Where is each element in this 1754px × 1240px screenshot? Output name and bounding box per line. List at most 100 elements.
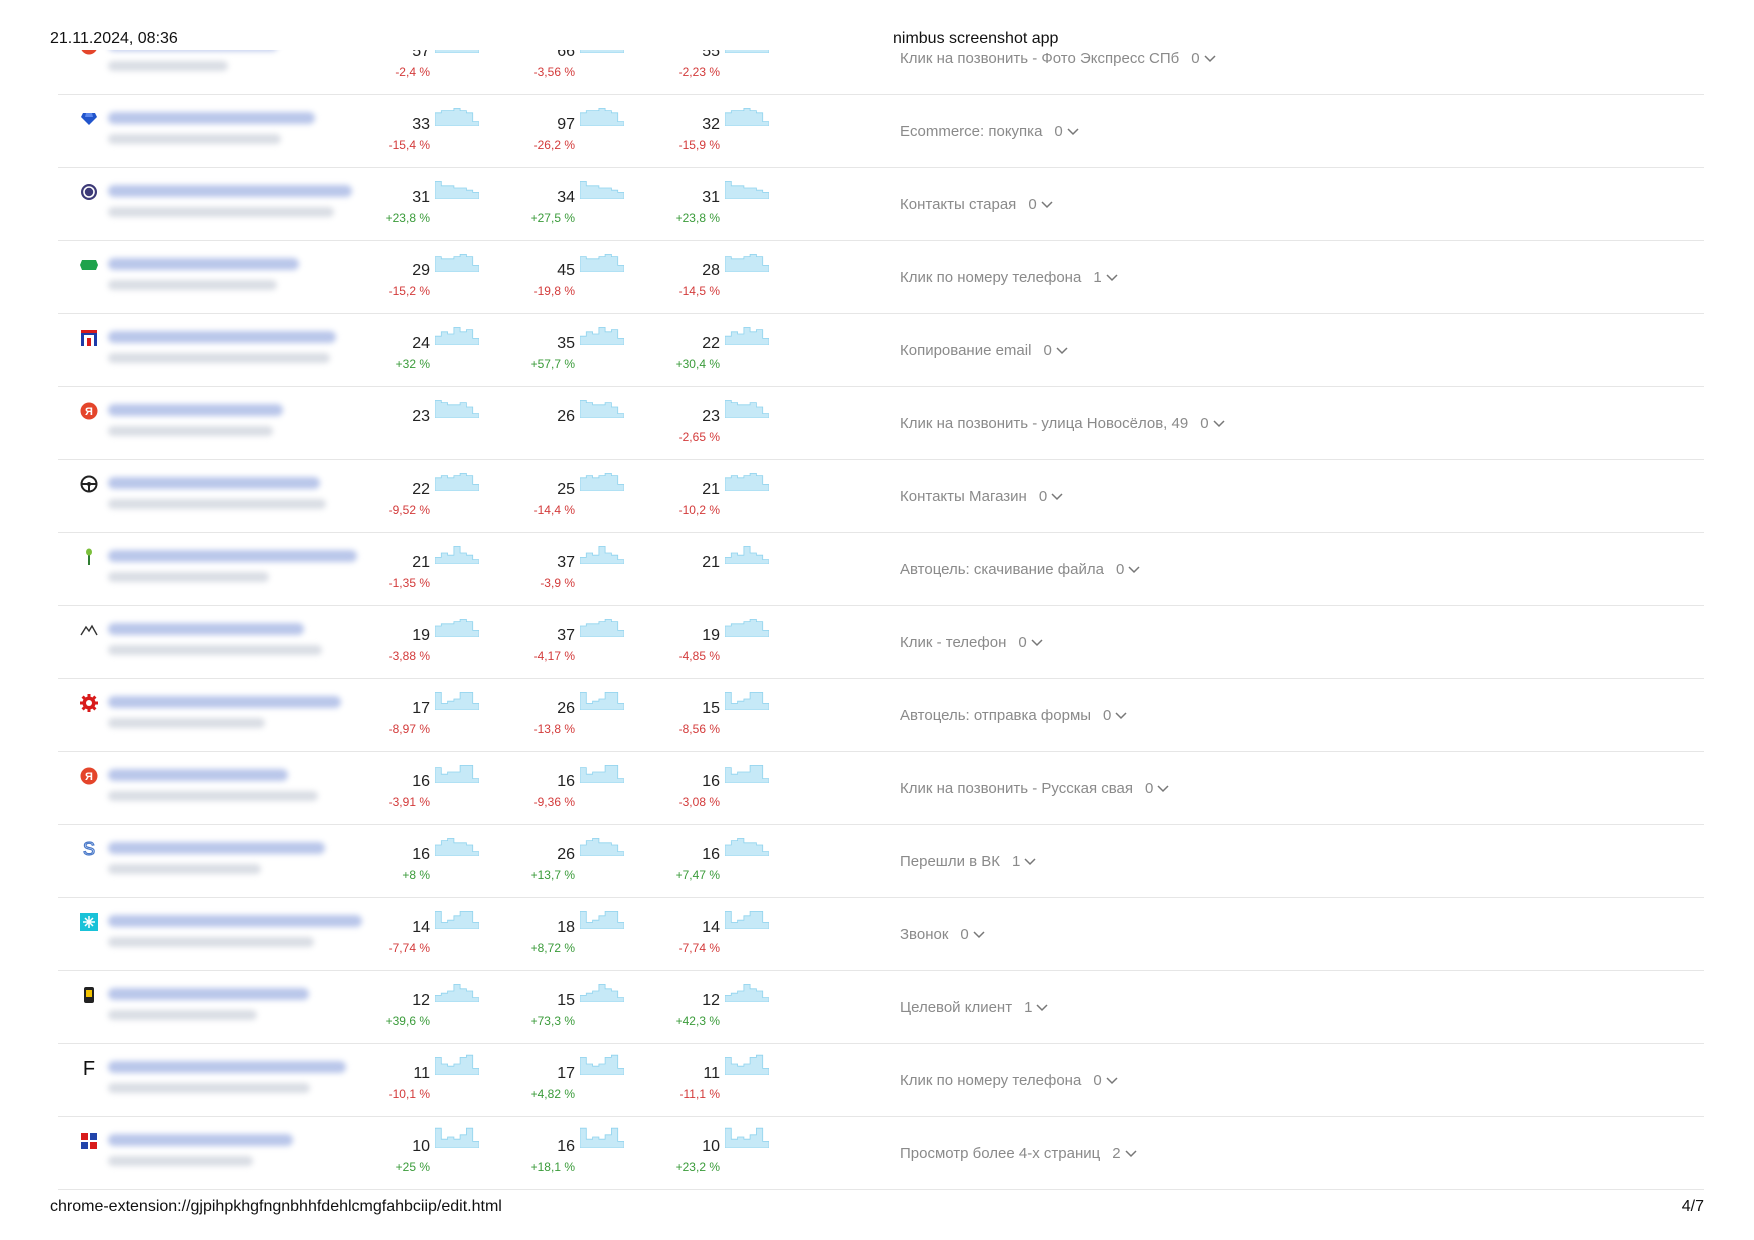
- metric-3: 55 -2,23 %: [620, 50, 780, 94]
- sparkline: [435, 765, 479, 783]
- metric-value: 37: [557, 554, 575, 571]
- metric-3: 28 -14,5 %: [620, 240, 780, 313]
- metric-delta: -14,5 %: [678, 284, 720, 298]
- site-name-redacted[interactable]: [108, 250, 398, 306]
- sparkline: [725, 619, 769, 637]
- metric-delta: +4,82 %: [530, 1087, 575, 1101]
- table-row[interactable]: 24 +32 % 35 +57,7 % 22 +30,4 % Копирован…: [58, 313, 1704, 387]
- site-name-redacted[interactable]: [108, 834, 398, 890]
- metric-3: 11 -11,1 %: [620, 1043, 780, 1116]
- goal-selector[interactable]: Просмотр более 4-х страниц 2: [900, 1145, 1137, 1162]
- goal-selector[interactable]: Перешли в ВК 1: [900, 853, 1036, 870]
- table-row[interactable]: 29 -15,2 % 45 -19,8 % 28 -14,5 % Клик по…: [58, 240, 1704, 314]
- metric-1: 29 -15,2 %: [330, 240, 490, 313]
- table-row[interactable]: 33 -15,4 % 97 -26,2 % 32 -15,9 % Ecommer…: [58, 94, 1704, 168]
- goal-selector[interactable]: Клик на позвонить - улица Новосёлов, 49 …: [900, 415, 1225, 432]
- sparkline: [580, 911, 624, 929]
- chevron-down-icon: [1106, 273, 1118, 281]
- metric-delta: -9,52 %: [388, 503, 430, 517]
- metric-value: 11: [703, 1065, 720, 1082]
- metric-delta: -7,74 %: [678, 941, 720, 955]
- site-name-redacted[interactable]: [108, 615, 398, 671]
- metric-value: 14: [702, 919, 720, 936]
- goal-label: Ecommerce: покупка: [900, 123, 1043, 140]
- goal-selector[interactable]: Клик на позвонить - Русская свая 0: [900, 780, 1169, 797]
- site-name-redacted[interactable]: [108, 177, 398, 233]
- site-name-redacted[interactable]: [108, 761, 398, 817]
- metric-delta: +13,7 %: [530, 868, 575, 882]
- site-name-redacted[interactable]: [108, 980, 398, 1036]
- svg-text:Я: Я: [85, 771, 93, 783]
- table-row[interactable]: 17 -8,97 % 26 -13,8 % 15 -8,56 % Автоцел…: [58, 678, 1704, 752]
- table-row[interactable]: 21 -1,35 % 37 -3,9 % 21 Автоцель: скачив…: [58, 532, 1704, 606]
- site-name-redacted[interactable]: [108, 104, 398, 160]
- goal-selector[interactable]: Клик на позвонить - Фото Экспресс СПб 0: [900, 50, 1216, 67]
- metric-delta: +25 %: [395, 1160, 430, 1174]
- sparkline: [435, 254, 479, 272]
- table-row[interactable]: 19 -3,88 % 37 -4,17 % 19 -4,85 % Клик - …: [58, 605, 1704, 679]
- metric-value: 22: [702, 335, 720, 352]
- table-row[interactable]: 10 +25 % 16 +18,1 % 10 +23,2 % Просмотр …: [58, 1116, 1704, 1190]
- metric-value: 12: [412, 992, 430, 1009]
- chevron-down-icon: [1031, 638, 1043, 646]
- sparkline: [725, 473, 769, 491]
- site-name-redacted[interactable]: [108, 1126, 398, 1182]
- site-name-redacted[interactable]: [108, 907, 398, 963]
- metric-delta: -4,17 %: [533, 649, 575, 663]
- goal-selector[interactable]: Целевой клиент 1: [900, 999, 1048, 1016]
- site-name-redacted[interactable]: [108, 688, 398, 744]
- metric-delta: +8,72 %: [530, 941, 575, 955]
- metric-delta: -2,4 %: [395, 65, 430, 79]
- table-row[interactable]: Я 57 -2,4 % 66 -3,56 % 55 -2,23 % Клик н…: [58, 50, 1704, 95]
- goal-selector[interactable]: Контакты старая 0: [900, 196, 1053, 213]
- coin-icon: [78, 181, 100, 203]
- table-row[interactable]: 22 -9,52 % 25 -14,4 % 21 -10,2 % Контакт…: [58, 459, 1704, 533]
- sparkline: [580, 765, 624, 783]
- goal-selector[interactable]: Контакты Магазин 0: [900, 488, 1063, 505]
- table-row[interactable]: 14 -7,74 % 18 +8,72 % 14 -7,74 % Звонок …: [58, 897, 1704, 971]
- metric-2: 97 -26,2 %: [475, 94, 635, 167]
- goal-label: Копирование email: [900, 342, 1032, 359]
- gear-badge-icon: [78, 692, 100, 714]
- goal-selector[interactable]: Клик по номеру телефона 0: [900, 1072, 1118, 1089]
- metric-1: 11 -10,1 %: [330, 1043, 490, 1116]
- metric-delta: +39,6 %: [385, 1014, 430, 1028]
- goal-selector[interactable]: Клик - телефон 0: [900, 634, 1043, 651]
- goal-selector[interactable]: Клик по номеру телефона 1: [900, 269, 1118, 286]
- chevron-down-icon: [1125, 1149, 1137, 1157]
- chevron-down-icon: [1115, 711, 1127, 719]
- site-name-redacted[interactable]: [108, 50, 398, 87]
- goal-selector[interactable]: Копирование email 0: [900, 342, 1068, 359]
- metric-3: 19 -4,85 %: [620, 605, 780, 678]
- goal-selector[interactable]: Автоцель: скачивание файла 0: [900, 561, 1140, 578]
- goal-selector[interactable]: Звонок 0: [900, 926, 985, 943]
- metric-3: 10 +23,2 %: [620, 1116, 780, 1189]
- table-row[interactable]: 31 +23,8 % 34 +27,5 % 31 +23,8 % Контакт…: [58, 167, 1704, 241]
- metric-2: 18 +8,72 %: [475, 897, 635, 970]
- goal-selector[interactable]: Ecommerce: покупка 0: [900, 123, 1079, 140]
- table-row[interactable]: S 16 +8 % 26 +13,7 % 16 +7,47 % Перешли …: [58, 824, 1704, 898]
- metric-1: 10 +25 %: [330, 1116, 490, 1189]
- site-name-redacted[interactable]: [108, 396, 398, 452]
- metric-value: 17: [412, 700, 430, 717]
- table-row[interactable]: 12 +39,6 % 15 +73,3 % 12 +42,3 % Целевой…: [58, 970, 1704, 1044]
- table-row[interactable]: F 11 -10,1 % 17 +4,82 % 11 -11,1 % Клик …: [58, 1043, 1704, 1117]
- site-name-redacted[interactable]: [108, 1053, 398, 1109]
- metric-1: 14 -7,74 %: [330, 897, 490, 970]
- goal-label: Клик на позвонить - Фото Экспресс СПб: [900, 50, 1180, 67]
- site-name-redacted[interactable]: [108, 542, 398, 598]
- metric-delta: -15,9 %: [678, 138, 720, 152]
- table-row[interactable]: Я 23 26 23 -2,65 % Клик на позвонить - у…: [58, 386, 1704, 460]
- goal-selector[interactable]: Автоцель: отправка формы 0: [900, 707, 1127, 724]
- site-name-redacted[interactable]: [108, 323, 398, 379]
- metric-delta: +23,8 %: [675, 211, 720, 225]
- metric-1: 16 -3,91 %: [330, 751, 490, 824]
- metric-value: 19: [412, 627, 430, 644]
- goal-label: Контакты старая: [900, 196, 1017, 213]
- table-row[interactable]: Я 16 -3,91 % 16 -9,36 % 16 -3,08 % Клик …: [58, 751, 1704, 825]
- chevron-down-icon: [1051, 492, 1063, 500]
- chevron-down-icon: [1213, 419, 1225, 427]
- goal-label: Перешли в ВК: [900, 853, 1001, 870]
- site-name-redacted[interactable]: [108, 469, 398, 525]
- metric-value: 10: [412, 1138, 430, 1155]
